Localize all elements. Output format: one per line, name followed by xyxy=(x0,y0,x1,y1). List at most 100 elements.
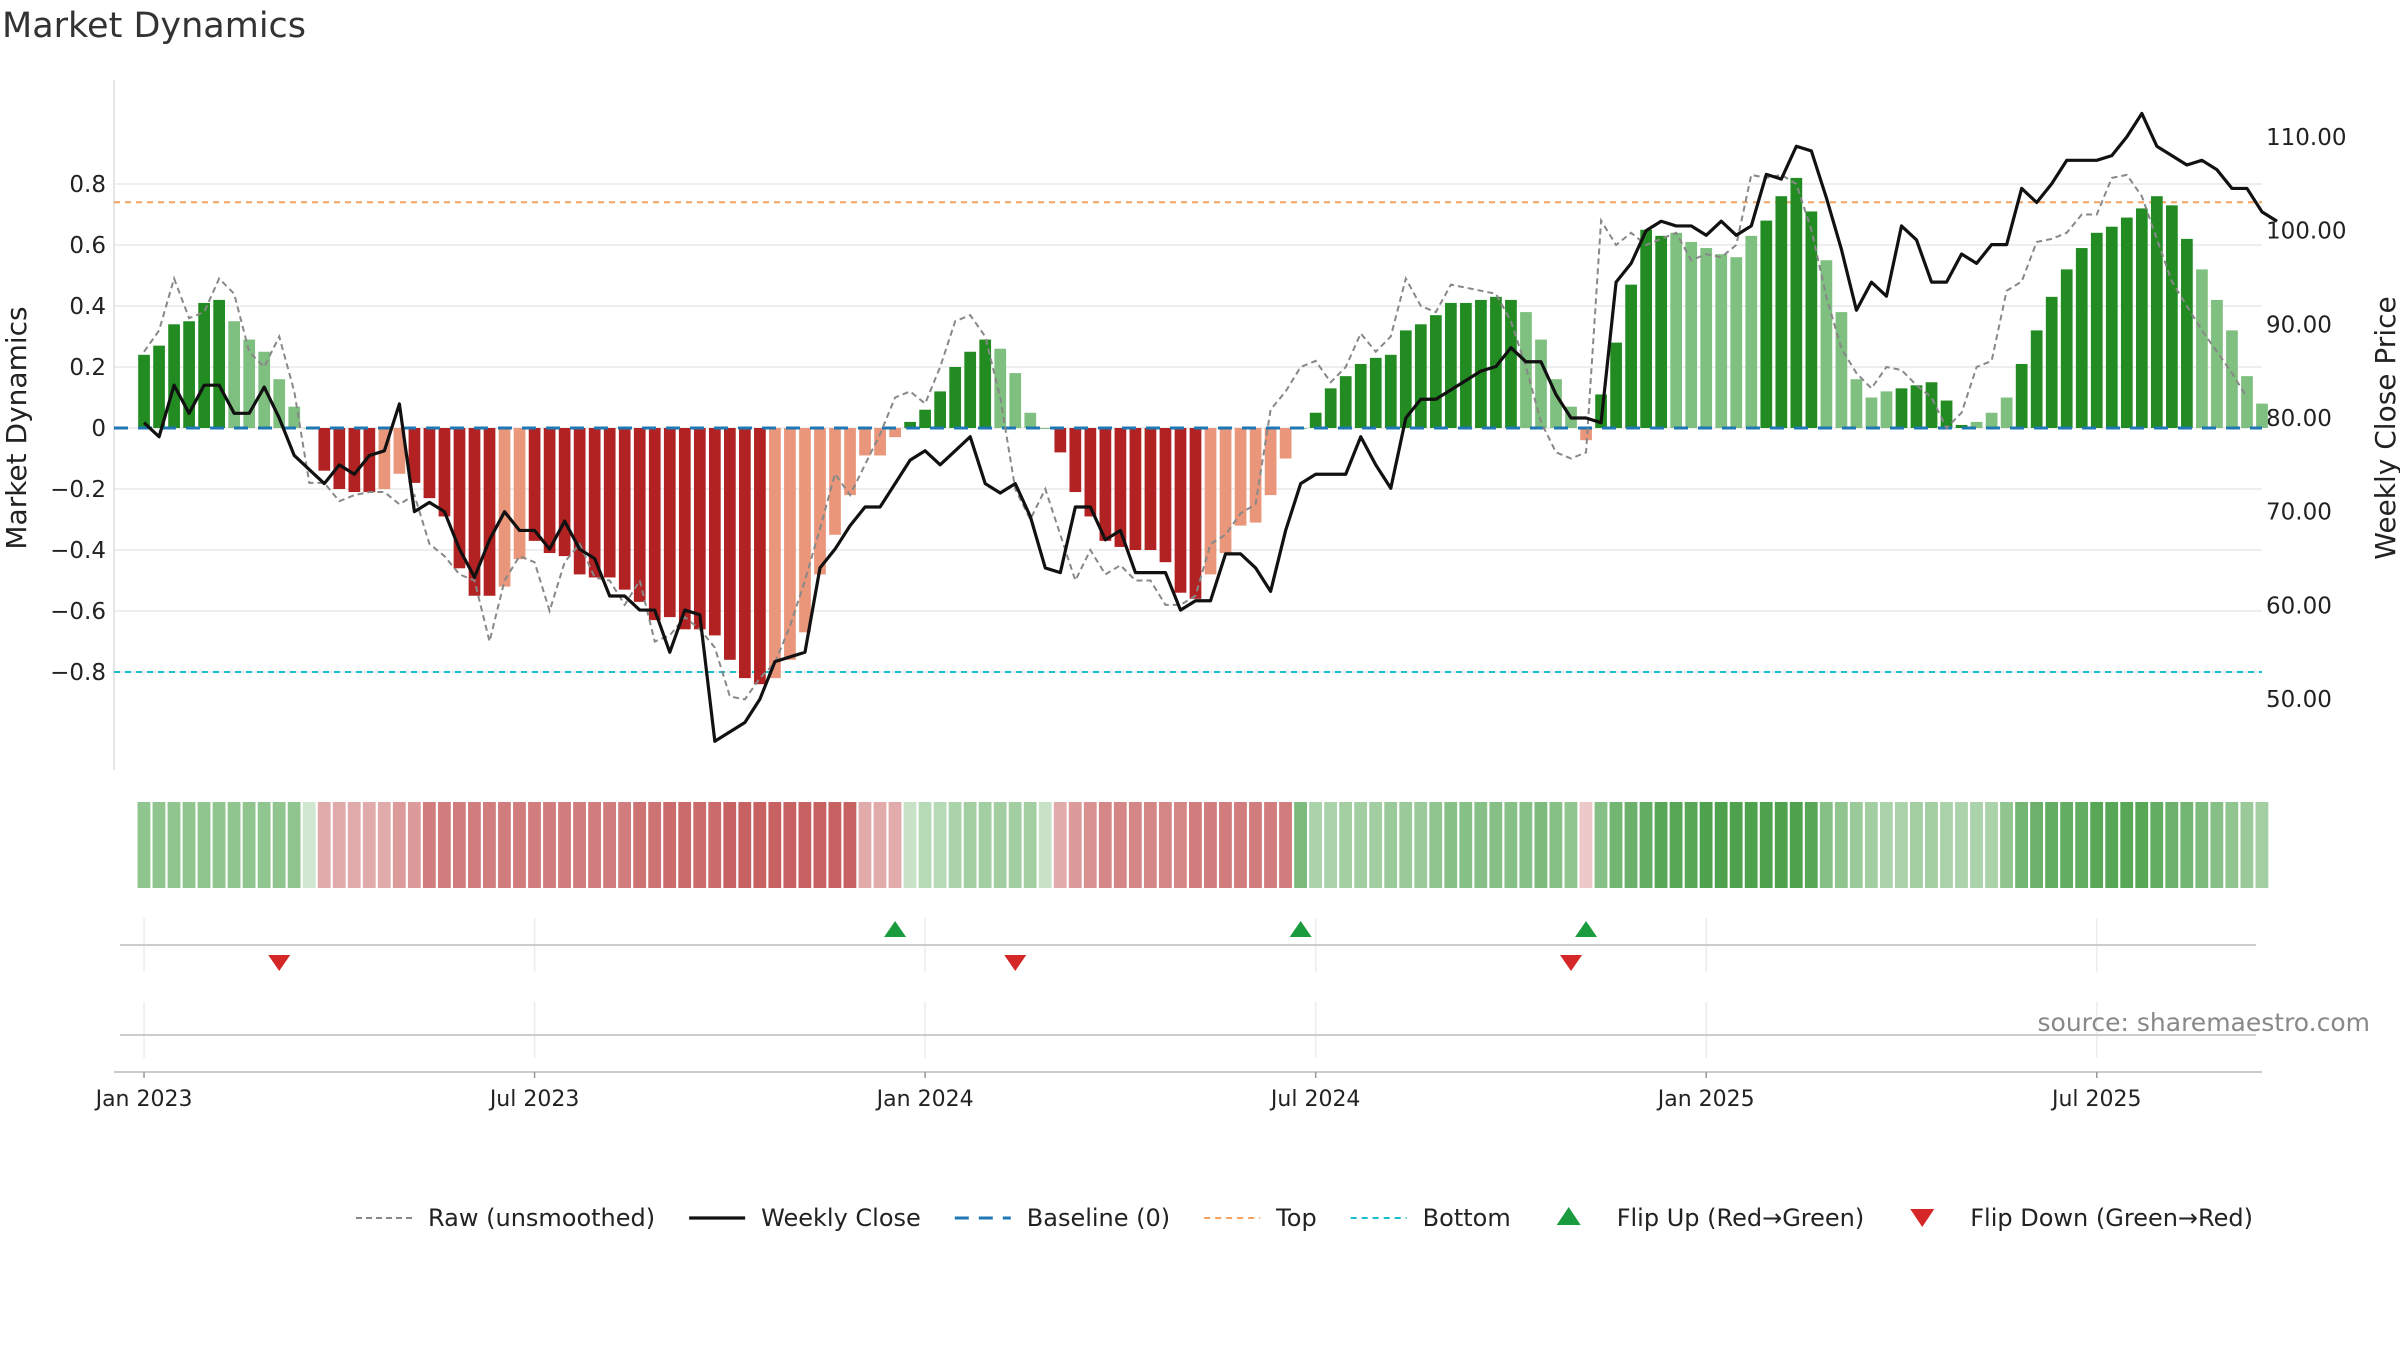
heatmap-cell xyxy=(1594,802,1608,888)
heatmap-cell xyxy=(1204,802,1217,888)
dynamics-bar xyxy=(1865,397,1878,428)
heatmap-cell xyxy=(843,802,857,888)
dynamics-bar xyxy=(483,428,496,596)
heatmap-cell xyxy=(332,802,346,888)
heatmap-cell xyxy=(1834,802,1848,888)
heatmap-cell xyxy=(437,802,451,888)
heatmap-cell xyxy=(498,802,511,888)
dynamics-bar xyxy=(1970,421,1983,428)
dynamics-bar xyxy=(198,302,210,428)
raw-unsmoothed-line xyxy=(143,173,2248,701)
legend-item-close: Weekly Close xyxy=(689,1204,921,1232)
dynamics-bar xyxy=(1475,299,1487,428)
dynamics-bar xyxy=(1955,424,1968,428)
dynamics-bar xyxy=(1895,388,1908,428)
dynamics-bar xyxy=(2060,269,2073,428)
heatmap-cell xyxy=(2150,802,2164,888)
dynamics-bar xyxy=(2045,296,2058,428)
heatmap-cell xyxy=(1714,802,1728,888)
dynamics-bar xyxy=(453,428,466,569)
dynamics-bar xyxy=(1835,312,1848,428)
legend-label: Flip Up (Red→Green) xyxy=(1617,1204,1865,1232)
heatmap-cell xyxy=(933,802,947,888)
heatmap-cell xyxy=(1249,802,1262,888)
dynamics-bar xyxy=(1039,428,1052,429)
heatmap-cell xyxy=(678,802,692,888)
heatmap-cell xyxy=(1654,802,1668,888)
heatmap-cell xyxy=(1143,802,1157,888)
dynamics-bar xyxy=(1054,428,1067,453)
dynamics-bar xyxy=(1024,412,1037,428)
dynamics-bar xyxy=(1910,385,1923,428)
dynamics-bar xyxy=(438,428,451,517)
heatmap-cell xyxy=(2255,802,2269,888)
dynamics-bar xyxy=(588,428,601,578)
heatmap-cell xyxy=(1128,802,1142,888)
y-tick-label: 0.2 xyxy=(69,355,106,381)
dynamics-bar xyxy=(1354,363,1367,428)
dynamics-bar xyxy=(784,428,796,660)
heatmap-cell xyxy=(918,802,932,888)
heatmap-cell xyxy=(2180,802,2194,888)
dynamics-bar xyxy=(1625,284,1637,428)
flip-down-marker xyxy=(1004,955,1027,971)
heatmap-cell xyxy=(1309,802,1322,888)
dynamics-bar xyxy=(228,321,241,428)
dynamics-bar xyxy=(648,428,661,621)
legend-item-top: Top xyxy=(1204,1204,1317,1232)
legend-label: Weekly Close xyxy=(761,1204,921,1232)
heatmap-cell xyxy=(528,802,541,888)
heatmap-cell xyxy=(1970,802,1983,888)
heatmap-cell xyxy=(978,802,992,888)
heatmap-cell xyxy=(422,802,436,888)
dynamics-bar xyxy=(513,428,526,560)
heatmap-cell xyxy=(618,802,632,888)
dynamics-bar xyxy=(1820,260,1833,428)
dynamics-bar xyxy=(1279,428,1292,459)
y-tick-label: −0.4 xyxy=(50,538,106,564)
flip-up-marker xyxy=(884,921,907,937)
heatmap-cell xyxy=(513,802,526,888)
heatmap-cell xyxy=(302,802,316,888)
heatmap-cell xyxy=(2045,802,2059,888)
legend-swatch-flip-down xyxy=(1910,1209,1935,1227)
dynamics-bar xyxy=(1715,254,1728,428)
heatmap-cell xyxy=(1369,802,1383,888)
dynamics-bar xyxy=(1174,428,1187,593)
heatmap-cell xyxy=(1519,802,1533,888)
heatmap-cell xyxy=(1219,802,1232,888)
heatmap-cell xyxy=(2120,802,2134,888)
weekly-close-line xyxy=(142,111,2278,743)
dynamics-bar xyxy=(408,428,421,483)
dynamics-bar xyxy=(573,428,586,575)
dynamics-bar xyxy=(348,428,361,493)
dynamics-bar xyxy=(874,428,886,456)
dynamics-bar xyxy=(829,428,841,535)
legend-item-raw: Raw (unsmoothed) xyxy=(356,1204,655,1232)
dynamics-bar xyxy=(2166,205,2178,428)
heatmap-cell xyxy=(1459,802,1473,888)
dynamics-bar xyxy=(1805,211,1818,428)
dynamics-bar xyxy=(288,406,301,428)
heatmap-cell xyxy=(2195,802,2209,888)
dynamics-bar xyxy=(393,428,406,474)
heatmap-cell xyxy=(858,802,872,888)
dynamics-bar xyxy=(949,367,962,428)
heatmap-cell xyxy=(633,802,647,888)
heatmap-cell xyxy=(1804,802,1818,888)
dynamics-bar xyxy=(2090,232,2103,428)
heatmap-cell xyxy=(1579,802,1593,888)
heatmap-cell xyxy=(2165,802,2179,888)
heatmap-cell xyxy=(588,802,601,888)
heatmap-cell xyxy=(1399,802,1413,888)
dynamics-bar xyxy=(2000,397,2013,428)
heatmap-cell xyxy=(1789,802,1803,888)
dynamics-bar xyxy=(1580,428,1592,441)
dynamics-bar xyxy=(889,428,901,438)
x-tick-label: Jul 2024 xyxy=(1269,1087,1361,1112)
dynamics-bar xyxy=(1550,379,1562,428)
y-tick-label: −0.2 xyxy=(50,477,106,503)
x-tick-label: Jan 2025 xyxy=(1656,1087,1755,1112)
heatmap-cell xyxy=(1504,802,1518,888)
dynamics-bar xyxy=(423,428,436,499)
